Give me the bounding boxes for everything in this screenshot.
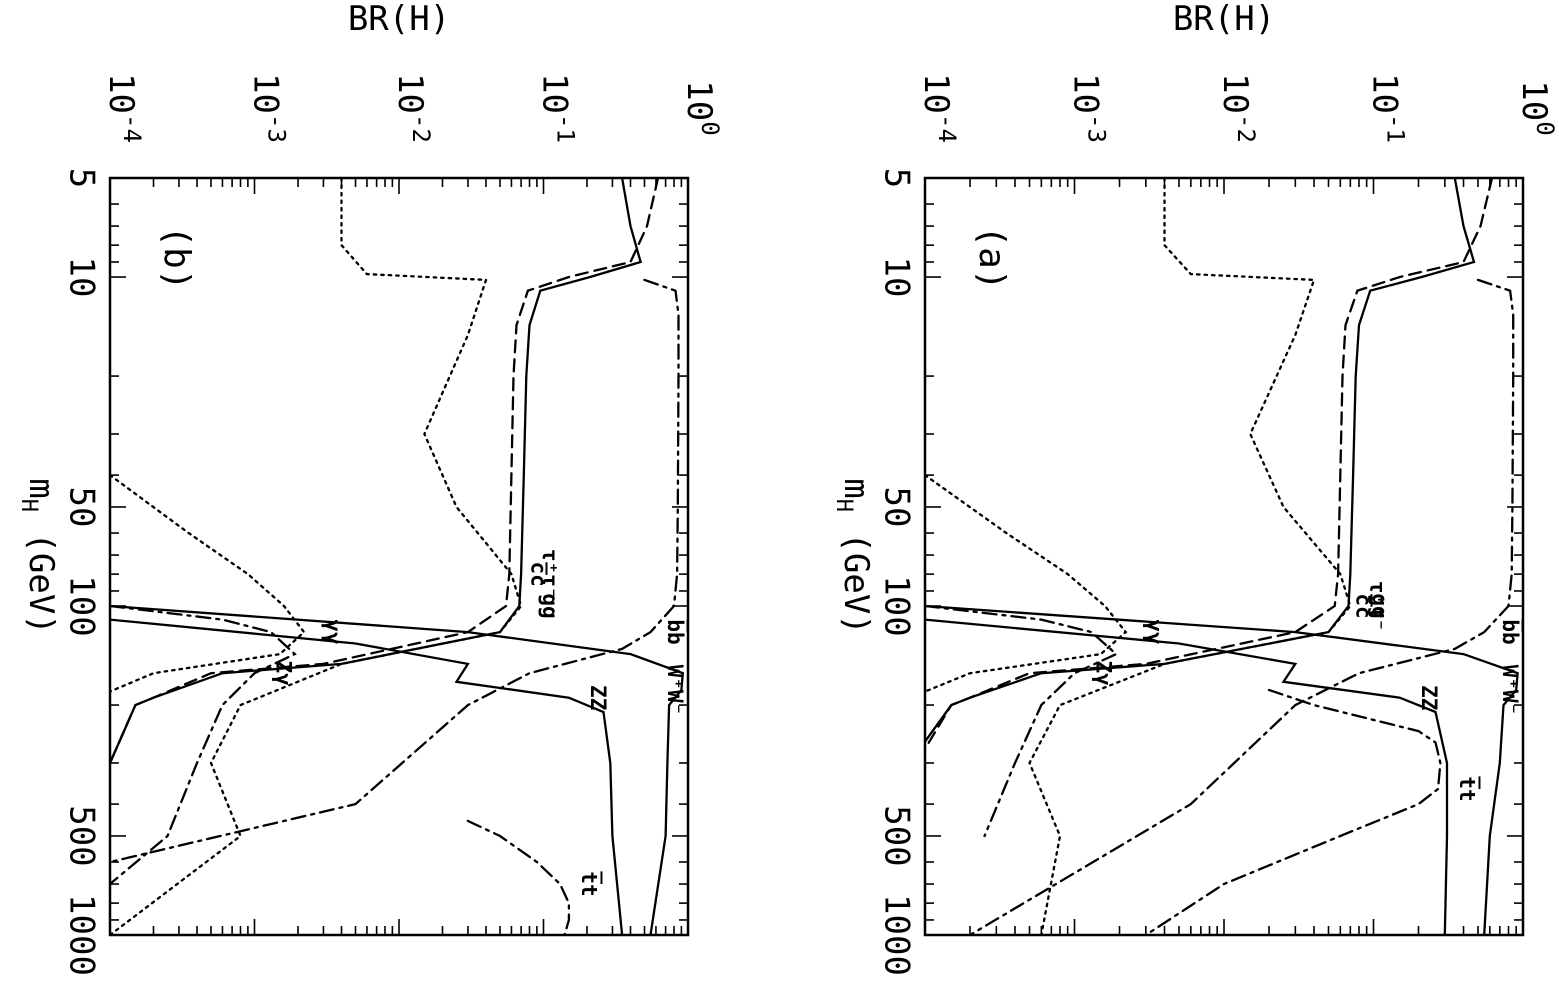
- curves: [110, 178, 685, 935]
- series-line: [1028, 178, 1352, 935]
- series-label: ZZ: [586, 685, 610, 710]
- plot-frame: [923, 176, 1525, 937]
- series-line: [110, 178, 660, 765]
- y-tick-label: 10-3: [246, 73, 291, 143]
- y-tick-label: 100: [1514, 80, 1559, 135]
- series-line: [925, 178, 1476, 744]
- series-line: [1144, 688, 1442, 935]
- series-line: [466, 819, 571, 935]
- series-line: [110, 618, 624, 935]
- series-label: c̅c: [526, 561, 550, 586]
- series-line: [110, 604, 685, 935]
- series-label: c̅c: [1352, 593, 1376, 618]
- series-label: gg: [1367, 593, 1391, 618]
- y-axis-title: BR(H): [1173, 0, 1275, 39]
- series-label: b̅b: [1498, 619, 1523, 644]
- x-tick-label: 500: [877, 805, 917, 866]
- series-label: W⁺W⁻: [1498, 665, 1522, 716]
- series-label: gg: [538, 593, 562, 618]
- y-tick-label: 10-3: [1066, 73, 1111, 143]
- plot-frame: [108, 176, 690, 937]
- y-tick-label: 10-1: [1365, 73, 1410, 143]
- curves: [925, 178, 1519, 935]
- x-tick-label: 1000: [877, 894, 917, 976]
- y-tick-label: 10-4: [101, 73, 146, 143]
- series-label: γγ: [1143, 619, 1167, 644]
- series-line: [925, 618, 1449, 935]
- x-tick-label: 100: [877, 575, 917, 636]
- x-tick-label: 100: [62, 575, 102, 636]
- series-label: W⁺W⁻: [663, 665, 687, 716]
- x-axis-title: mH (GeV): [831, 478, 876, 635]
- series-line: [925, 604, 1119, 838]
- series-line: [110, 178, 523, 935]
- panel-label: (b): [156, 225, 197, 290]
- x-tick-label: 5: [62, 168, 102, 188]
- x-tick-label: 5: [877, 168, 917, 188]
- y-tick-label: 100: [679, 80, 724, 135]
- y-tick-label: 10-4: [916, 73, 961, 143]
- x-tick-label: 10: [877, 257, 917, 298]
- series-label: t̅t: [577, 871, 602, 896]
- series-label: b̅b: [663, 619, 688, 644]
- y-tick-label: 10-2: [390, 73, 435, 143]
- y-tick-label: 10-2: [1215, 73, 1260, 143]
- series-line: [968, 278, 1515, 935]
- series-line: [925, 604, 1519, 935]
- series-label: t̅t: [1455, 776, 1480, 801]
- x-tick-label: 50: [62, 487, 102, 528]
- panel-b: 5 10 50 100 500 1000 10-4 10-3 10-2 10-1 100 BR(H) m…: [16, 0, 724, 976]
- panel-a: 5 10 50 100 500 1000 10-4 10-3 10-2 10-1 100 BR(H) m…: [831, 0, 1559, 976]
- y-tick-label: 10-1: [535, 73, 580, 143]
- series-label: γγ: [321, 619, 345, 644]
- x-tick-label: 10: [62, 257, 102, 298]
- x-axis-title: mH (GeV): [16, 478, 61, 635]
- series-line: [110, 604, 297, 886]
- series-line: [925, 178, 1494, 752]
- x-tick-label: 1000: [62, 894, 102, 976]
- y-axis-title: BR(H): [348, 0, 450, 39]
- panel-label: (a): [971, 225, 1012, 290]
- series-label: ZZ: [1417, 685, 1441, 710]
- series-label: Zγ: [1092, 661, 1116, 686]
- series-label: Zγ: [272, 661, 296, 686]
- series-line: [110, 278, 680, 864]
- x-tick-label: 500: [62, 805, 102, 866]
- series-label: τ⁺τ⁻: [1365, 581, 1389, 632]
- x-tick-label: 50: [877, 487, 917, 528]
- series-label: τ⁺τ⁻: [538, 549, 562, 600]
- series-line: [110, 178, 643, 765]
